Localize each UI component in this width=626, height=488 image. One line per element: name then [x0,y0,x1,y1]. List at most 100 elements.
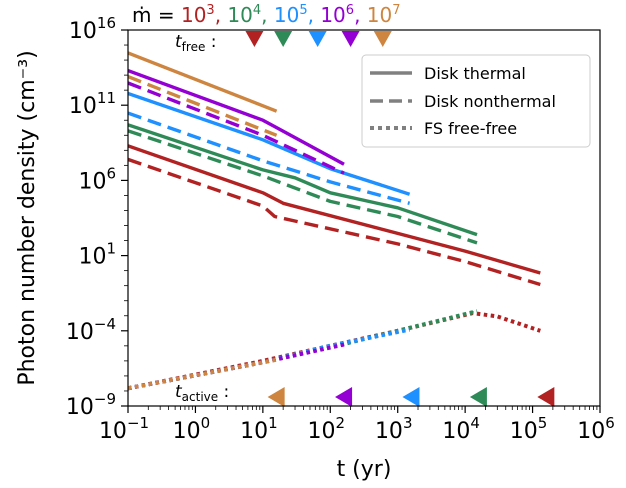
y-tick-exp: 6 [106,164,116,182]
thermal-line-mdot-1e5 [128,91,411,196]
x-tick-base: 10 [510,419,538,444]
x-axis-label: t (yr) [337,457,392,482]
y-tick-exp: 1 [106,240,116,258]
t-active-sub: active [182,390,218,404]
x-tick-label: 105 [510,414,548,444]
x-tick-exp: 3 [403,414,413,432]
x-tick-exp: −1 [127,414,149,432]
t-free-marker-mdot-1e6 [341,31,360,47]
legend-box [361,54,591,148]
nonthermal-line-mdot-1e5 [128,111,411,205]
mdot-item-10000: 104, [227,3,267,27]
t-active-label: tactive : [175,382,229,404]
x-tick-base: 10 [577,419,605,444]
x-tick-base: 10 [442,419,470,444]
mdot-sep: , [261,3,267,27]
y-tick-label: 106 [78,164,116,194]
y-tick-label: 101 [78,240,116,270]
freefree-line-mdot-1e4 [128,309,478,391]
x-tick-label: 100 [173,414,211,444]
x-tick-exp: 0 [201,414,211,432]
mdot-base: 10 [320,3,345,27]
x-tick-label: 101 [240,414,278,444]
thermal-line-mdot-1e7 [128,51,278,113]
series-mdot-1e6 [128,69,345,391]
mdot-item-100000: 105, [274,3,314,27]
mdot-exp: 4 [253,3,261,18]
y-tick-exp: 11 [97,89,116,107]
x-tick-label: 102 [308,414,346,444]
y-tick-exp: −9 [94,390,116,408]
x-tick-label: 106 [577,414,615,444]
mdot-annotation: ṁ = 103, 104, 105, 106, 107 [132,3,401,27]
marker-layer [245,31,555,407]
t-free-marker-mdot-1e5 [308,31,327,47]
t-free-marker-mdot-1e7 [373,31,392,47]
t-free-sub: free [182,40,206,54]
y-tick-exp: 16 [97,14,116,32]
thermal-line-mdot-1e6 [128,69,345,166]
mdot-item-1000000: 106, [320,3,360,27]
mdot-exp: 3 [206,3,214,18]
x-tick-exp: 2 [336,414,346,432]
freefree-line-mdot-1e5 [128,327,411,391]
thermal-line-mdot-1e3 [128,144,541,275]
series-mdot-1e7 [128,51,278,391]
mdot-item-1000: 103, [181,3,221,27]
plot-frame [127,29,601,407]
x-tick-exp: 6 [605,414,615,432]
t-active-marker-mdot-1e5 [402,387,420,407]
mdot-sep: , [354,3,360,27]
mdot-sep: , [215,3,221,27]
thermal-line-mdot-1e4 [128,123,478,237]
mdot-prefix: ṁ = [132,3,181,27]
t-free-marker-mdot-1e4 [274,31,293,47]
x-tick-label: 10−1 [99,414,149,444]
mdot-base: 10 [274,3,299,27]
t-active-marker-mdot-1e6 [335,387,353,407]
t-active-marker-mdot-1e4 [469,387,487,407]
series-layer [128,51,541,391]
y-tick-base: 10 [78,169,106,194]
t-free-suffix: : [205,32,216,52]
mdot-base: 10 [227,3,252,27]
y-tick-label: 1016 [69,14,116,44]
freefree-line-mdot-1e7 [128,357,277,391]
nonthermal-line-mdot-1e3 [128,157,541,287]
t-active-suffix: : [218,382,229,402]
mdot-exp: 7 [392,3,400,18]
t-active-marker-mdot-1e7 [267,387,285,407]
legend-label-freefree: FS free-free [424,119,517,138]
mdot-base: 10 [181,3,206,27]
t-free-marker-mdot-1e3 [245,31,264,47]
nonthermal-line-mdot-1e7 [128,75,278,137]
freefree-line-mdot-1e6 [128,342,345,391]
x-tick-base: 10 [375,419,403,444]
x-tick-exp: 4 [470,414,480,432]
y-axis-label: Photon number density (cm⁻³) [15,50,40,385]
t-free-label: tfree : [175,32,216,54]
legend-label-thermal: Disk thermal [424,64,526,83]
x-tick-base: 10 [308,419,336,444]
legend-label-nonthermal: Disk nonthermal [424,92,556,111]
t-free-main: t [175,32,183,52]
t-active-main: t [175,382,183,402]
y-tick-base: 10 [66,320,94,345]
y-tick-base: 10 [66,395,94,420]
x-tick-base: 10 [173,419,201,444]
y-tick-exp: −4 [94,315,116,333]
tick-layer: 10−1 100 101 102 103 104 105 10610−910−41011061… [66,14,615,444]
nonthermal-line-mdot-1e6 [128,81,345,175]
mdot-sep: , [308,3,314,27]
y-tick-label: 1011 [69,89,116,119]
mdot-exp: 5 [299,3,307,18]
nonthermal-line-mdot-1e4 [128,129,478,245]
x-tick-base: 10 [240,419,268,444]
x-tick-label: 103 [375,414,413,444]
y-tick-label: 10−4 [66,315,116,345]
legend: Disk thermal Disk nonthermal FS free-fre… [361,54,591,148]
x-tick-exp: 1 [268,414,278,432]
y-tick-label: 10−9 [66,390,116,420]
y-tick-base: 10 [69,19,97,44]
